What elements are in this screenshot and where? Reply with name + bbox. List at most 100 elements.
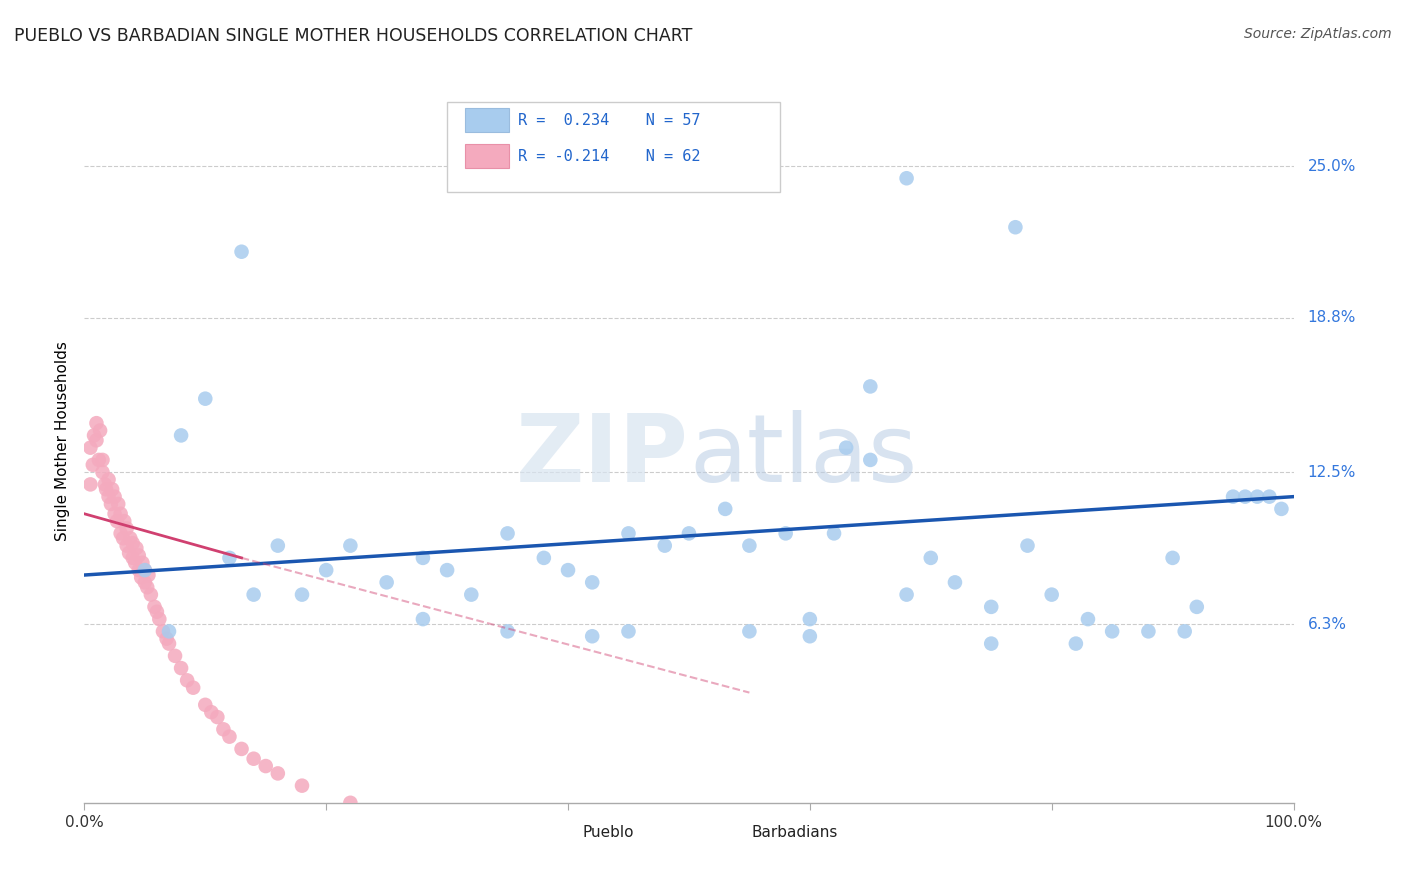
Text: Pueblo: Pueblo [582, 825, 634, 840]
Point [120, 531, 142, 545]
Point [176, 673, 198, 688]
Point [110, 507, 132, 521]
Point [242, 588, 264, 602]
Point [104, 490, 127, 504]
Point [617, 526, 640, 541]
Point [139, 588, 162, 602]
Point [97, 473, 120, 487]
Point [128, 563, 150, 577]
Point [155, 632, 177, 646]
Point [86, 416, 108, 430]
Point [146, 605, 169, 619]
Point [339, 796, 361, 810]
Point [775, 526, 797, 541]
Point [118, 546, 141, 560]
Point [1270, 502, 1292, 516]
Point [943, 575, 966, 590]
Point [97, 490, 120, 504]
Point [267, 539, 290, 553]
Point [94, 483, 117, 497]
Point [181, 681, 204, 695]
Point [1161, 550, 1184, 565]
Point [134, 563, 156, 577]
Point [110, 526, 132, 541]
Text: ZIP: ZIP [516, 410, 689, 502]
Point [738, 539, 761, 553]
Point [436, 563, 458, 577]
Point [194, 698, 217, 712]
Point [79, 441, 101, 455]
Point [412, 612, 434, 626]
Point [194, 392, 217, 406]
Point [1258, 490, 1281, 504]
Point [91, 465, 114, 479]
Point [170, 661, 193, 675]
Point [165, 648, 187, 663]
Point [157, 624, 180, 639]
Text: R = -0.214    N = 62: R = -0.214 N = 62 [519, 149, 702, 163]
Point [1174, 624, 1197, 639]
Point [143, 599, 166, 614]
Point [207, 710, 229, 724]
Point [170, 428, 193, 442]
Point [1004, 220, 1026, 235]
Point [115, 539, 138, 553]
Point [242, 752, 264, 766]
Point [82, 458, 104, 472]
Point [231, 742, 253, 756]
Point [101, 483, 124, 497]
Point [83, 428, 105, 442]
Point [617, 624, 640, 639]
FancyBboxPatch shape [699, 821, 742, 844]
Point [678, 526, 700, 541]
Point [1185, 599, 1208, 614]
Text: PUEBLO VS BARBADIAN SINGLE MOTHER HOUSEHOLDS CORRELATION CHART: PUEBLO VS BARBADIAN SINGLE MOTHER HOUSEH… [14, 27, 692, 45]
Point [128, 549, 150, 563]
Point [112, 514, 135, 528]
Point [1040, 588, 1063, 602]
Point [91, 453, 114, 467]
Point [136, 580, 159, 594]
Point [1222, 490, 1244, 504]
FancyBboxPatch shape [529, 821, 572, 844]
Point [107, 497, 129, 511]
Point [980, 637, 1002, 651]
FancyBboxPatch shape [465, 108, 509, 132]
Point [1017, 539, 1039, 553]
Point [1064, 637, 1087, 651]
Point [496, 624, 519, 639]
Point [980, 599, 1002, 614]
Text: 12.5%: 12.5% [1308, 465, 1355, 480]
Point [125, 541, 148, 555]
Point [267, 766, 290, 780]
Point [896, 171, 918, 186]
Point [738, 624, 761, 639]
Point [412, 550, 434, 565]
Point [581, 575, 603, 590]
Point [134, 563, 156, 577]
Text: R =  0.234    N = 57: R = 0.234 N = 57 [519, 112, 702, 128]
Point [121, 536, 143, 550]
Point [835, 441, 858, 455]
Point [581, 629, 603, 643]
Point [557, 563, 579, 577]
Point [87, 453, 110, 467]
Text: 6.3%: 6.3% [1308, 616, 1347, 632]
Point [291, 588, 314, 602]
Point [134, 575, 156, 590]
Point [339, 539, 361, 553]
Point [1137, 624, 1160, 639]
Point [1077, 612, 1099, 626]
Point [200, 705, 222, 719]
Text: Barbadians: Barbadians [752, 825, 838, 840]
Point [231, 244, 253, 259]
Point [104, 507, 127, 521]
Y-axis label: Single Mother Households: Single Mother Households [55, 342, 70, 541]
FancyBboxPatch shape [465, 144, 509, 169]
Point [129, 570, 152, 584]
Point [157, 637, 180, 651]
Text: Source: ZipAtlas.com: Source: ZipAtlas.com [1244, 27, 1392, 41]
Point [89, 424, 111, 438]
Point [375, 575, 398, 590]
Point [533, 550, 555, 565]
